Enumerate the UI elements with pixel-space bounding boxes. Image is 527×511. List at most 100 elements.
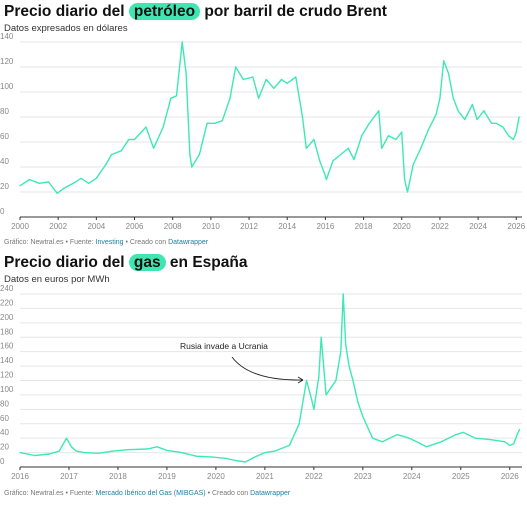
data-point <box>513 443 515 445</box>
data-point <box>323 172 326 174</box>
y-tick-label: 20 <box>0 443 9 452</box>
y-tick-label: 0 <box>0 457 5 466</box>
data-point <box>286 82 288 84</box>
y-tick-label: 240 <box>0 284 14 293</box>
gas-chart-title: Precio diario del gas en España <box>4 253 247 273</box>
data-point <box>252 76 254 78</box>
data-point <box>128 138 130 141</box>
x-tick-label: 2016 <box>11 472 29 481</box>
data-point <box>156 446 158 448</box>
oil-title-suffix: por barril de crudo Brent <box>200 3 387 20</box>
data-point <box>502 126 504 128</box>
data-point <box>313 138 315 141</box>
data-point <box>471 103 473 106</box>
data-point <box>387 135 389 137</box>
x-tick-label: 2022 <box>431 222 449 231</box>
data-point <box>518 428 521 431</box>
data-point <box>105 163 107 166</box>
data-point <box>133 138 136 141</box>
data-point <box>489 439 491 441</box>
gas-chart-source: Gráfico: Newtral.es • Fuente: Mercado Ib… <box>4 490 290 497</box>
data-point <box>512 138 515 141</box>
data-point <box>318 376 320 378</box>
data-point <box>330 387 332 389</box>
gas-source-tool-link[interactable]: Datawrapper <box>250 490 291 497</box>
data-point <box>274 450 276 452</box>
data-point <box>242 78 244 81</box>
data-point <box>95 177 97 179</box>
gas-source-link[interactable]: Mercado Ibérico del Gas (MIBGAS) <box>95 490 206 497</box>
data-point <box>214 122 216 124</box>
data-point <box>340 153 342 156</box>
oil-chart-source: Gráfico: Newtral.es • Fuente: Investing … <box>4 239 208 246</box>
x-tick-label: 2006 <box>126 222 144 231</box>
y-tick-label: 120 <box>0 371 14 380</box>
data-point <box>408 437 410 439</box>
data-point <box>19 185 21 187</box>
data-point <box>195 455 197 457</box>
x-tick-label: 2024 <box>403 472 421 481</box>
annotation-arrow <box>231 356 304 381</box>
data-point <box>396 433 398 436</box>
data-point <box>319 160 321 162</box>
data-point <box>439 97 441 99</box>
data-point <box>518 116 520 118</box>
data-point <box>420 147 422 149</box>
data-point <box>509 444 511 446</box>
data-point <box>19 451 21 454</box>
data-point <box>97 452 99 454</box>
x-tick-label: 2012 <box>240 222 258 231</box>
data-point <box>352 379 354 382</box>
oil-source-mid: • Creado con <box>123 239 169 246</box>
data-point <box>38 182 40 184</box>
data-point <box>345 343 347 346</box>
data-point <box>301 116 304 118</box>
data-point <box>254 456 256 458</box>
oil-source-tool-link[interactable]: Datawrapper <box>168 239 209 246</box>
oil-chart-title: Precio diario del petróleo por barril de… <box>4 2 387 22</box>
y-tick-label: 100 <box>0 82 14 91</box>
y-tick-label: 20 <box>0 182 9 191</box>
data-point <box>462 431 464 433</box>
data-point <box>483 110 485 112</box>
data-point <box>234 459 237 462</box>
oil-source-link[interactable]: Investing <box>95 239 124 246</box>
data-point <box>70 446 73 448</box>
data-point <box>474 437 477 439</box>
data-point <box>181 451 183 454</box>
data-point <box>347 147 349 149</box>
data-point <box>210 456 212 458</box>
series-line <box>19 293 521 463</box>
data-point <box>235 66 237 68</box>
gas-title-suffix: en España <box>165 254 248 271</box>
y-tick-label: 100 <box>0 385 14 394</box>
data-point <box>225 457 227 459</box>
data-point <box>146 448 148 450</box>
x-tick-label: 2017 <box>60 472 78 481</box>
data-point <box>440 441 442 443</box>
data-point <box>362 415 364 418</box>
gas-price-chart: 0 20 40 60 80 100 120 140 160 180 200 220 240 2016 201… <box>0 284 522 481</box>
data-point <box>295 76 297 78</box>
data-point <box>452 97 454 99</box>
data-point <box>48 181 50 183</box>
annotation-arrowhead <box>297 376 304 384</box>
data-point <box>381 441 384 443</box>
x-tick-label: 2016 <box>317 222 335 231</box>
y-tick-label: 40 <box>0 428 9 437</box>
data-point <box>244 461 246 463</box>
x-tick-label: 2004 <box>87 222 105 231</box>
data-point <box>412 163 414 166</box>
data-point <box>65 437 68 439</box>
data-point <box>325 178 327 181</box>
data-point <box>416 441 418 443</box>
data-point <box>28 178 31 181</box>
x-tick-label: 2020 <box>393 222 411 231</box>
data-point <box>516 433 518 436</box>
data-point <box>353 158 355 161</box>
data-point <box>162 126 164 128</box>
data-point <box>325 394 327 396</box>
series-line <box>19 41 520 195</box>
data-point <box>185 72 187 74</box>
data-point <box>313 408 315 410</box>
